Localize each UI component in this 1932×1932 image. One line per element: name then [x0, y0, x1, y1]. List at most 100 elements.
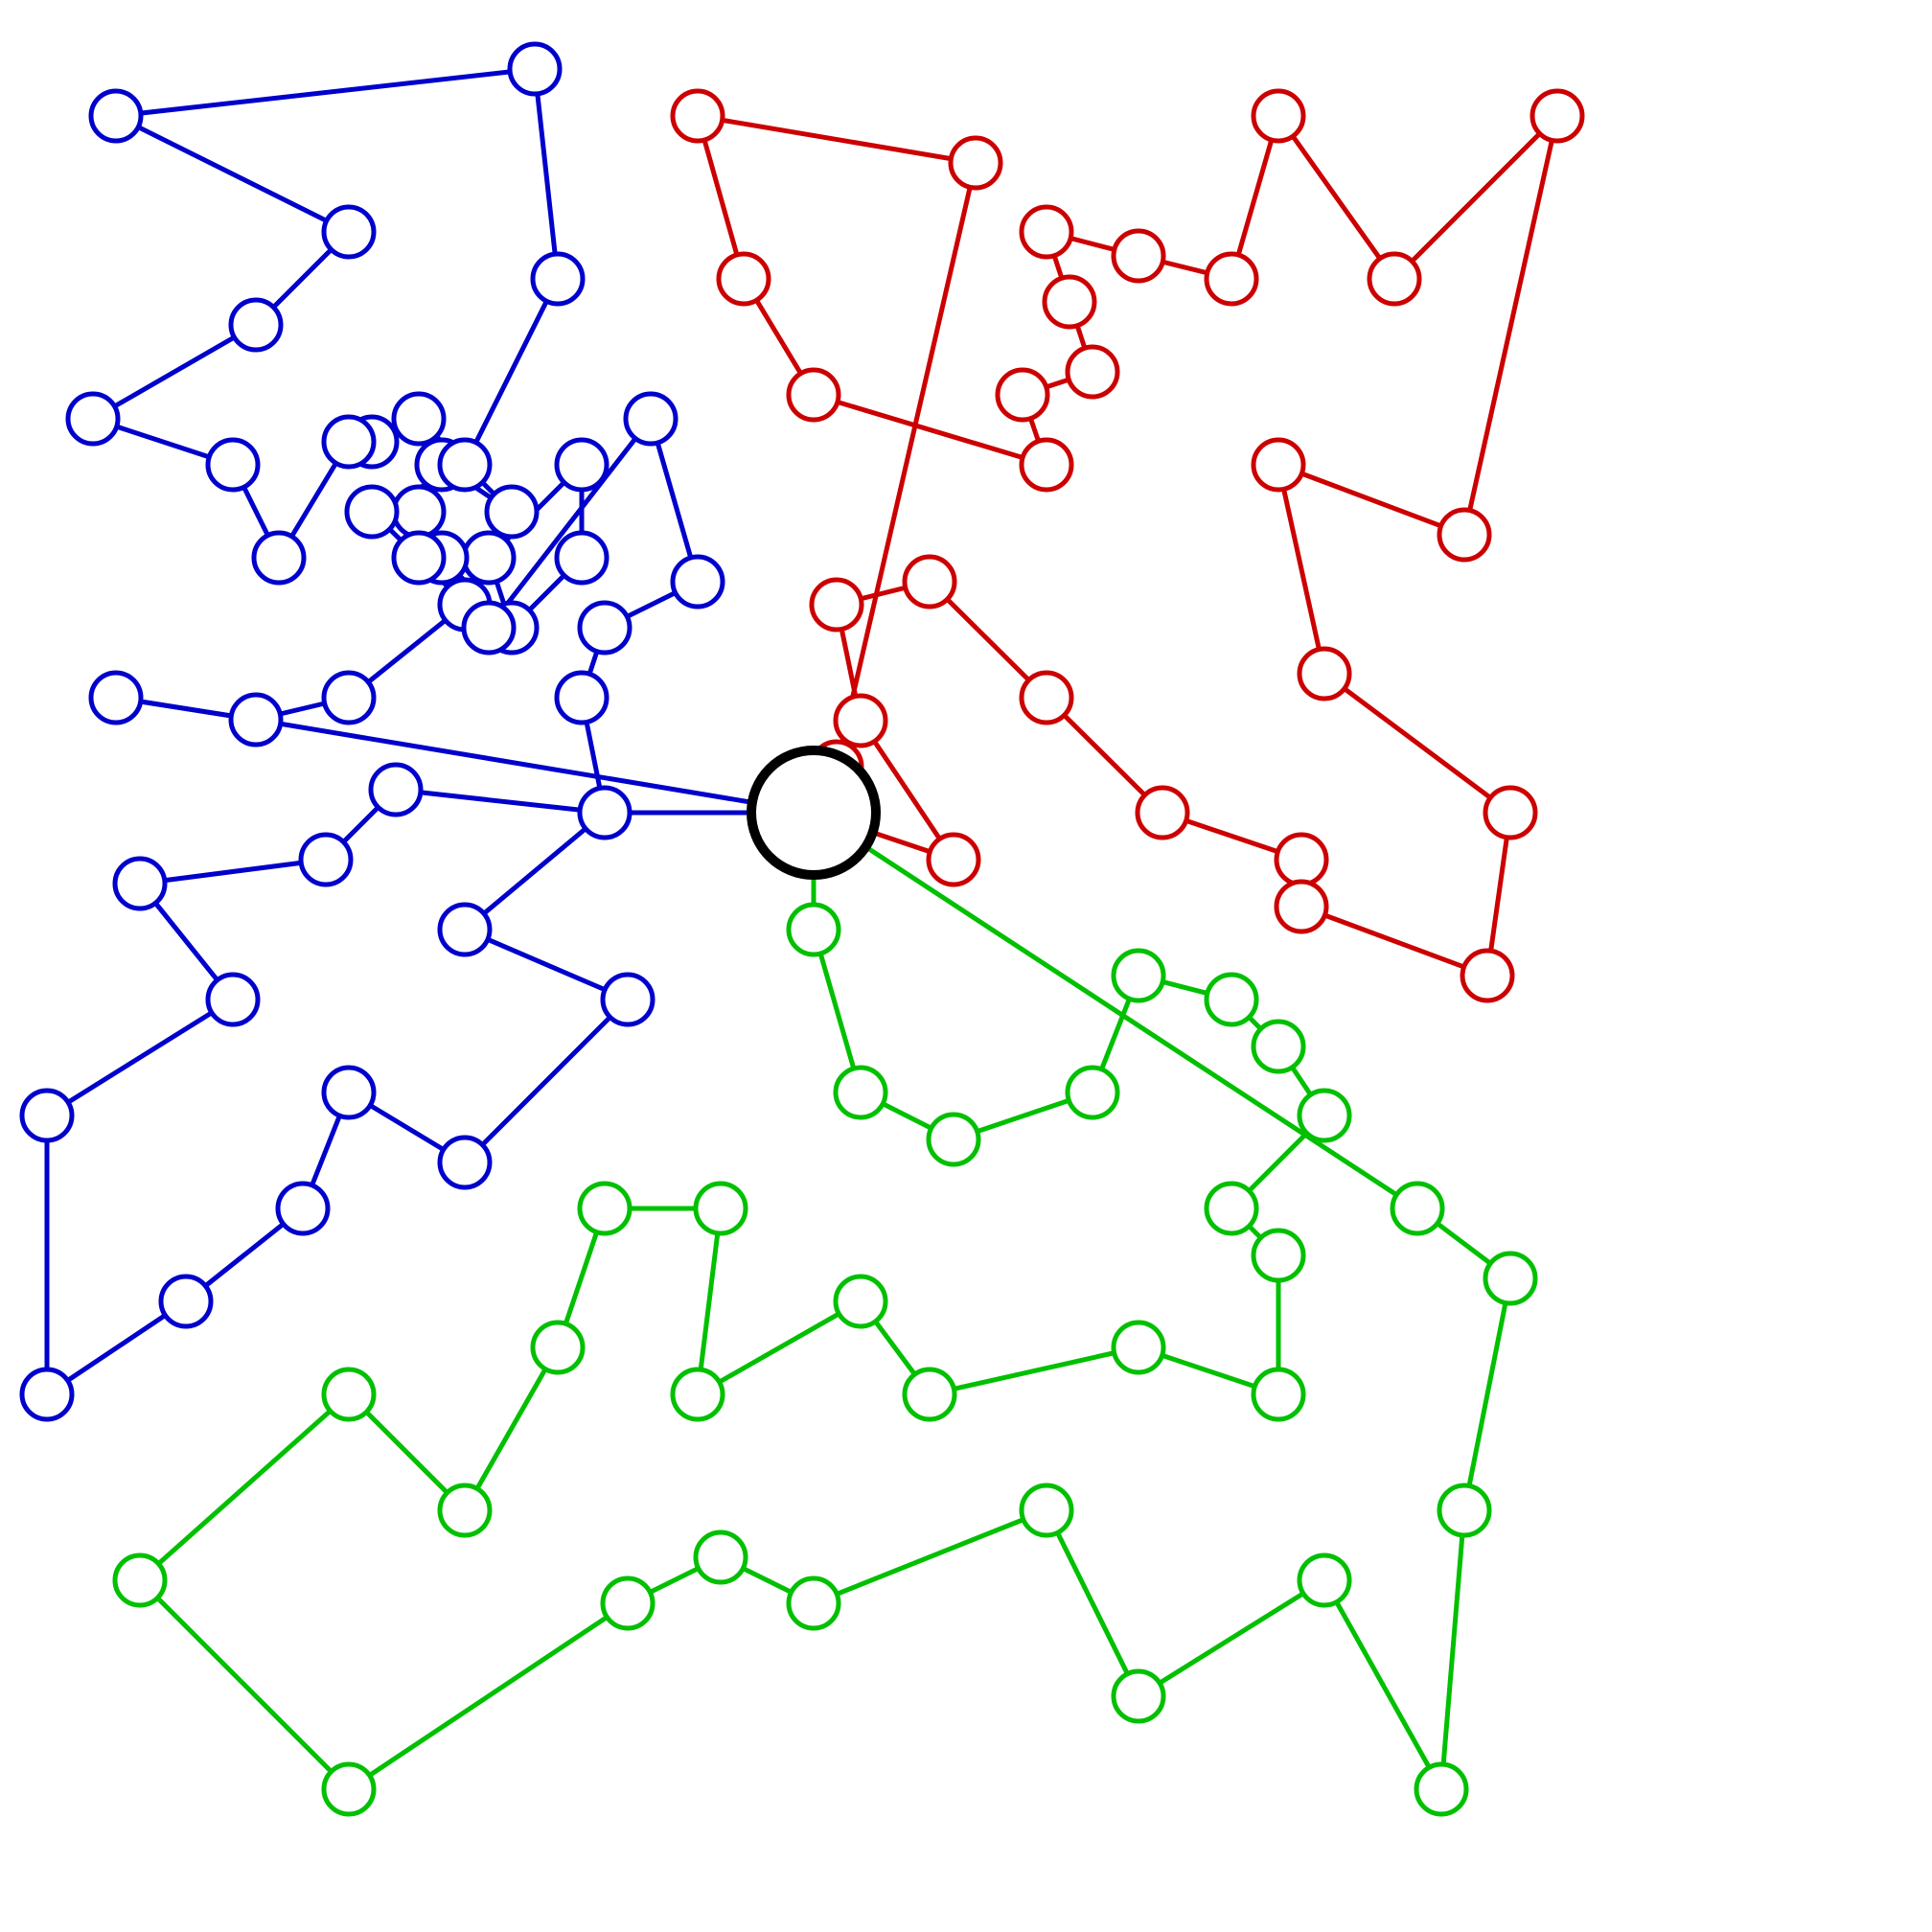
green-customer-node: [321, 1761, 377, 1817]
blue-customer-node: [275, 1181, 331, 1236]
blue-customer-node: [391, 391, 447, 447]
blue-customer-node: [437, 1135, 493, 1190]
green-customer-node: [1483, 1251, 1538, 1306]
blue-customer-node: [251, 530, 307, 586]
blue-customer-node: [577, 785, 632, 840]
nodes-layer: [19, 41, 1585, 1817]
depot-layer: [747, 746, 881, 880]
blue-customer-node: [228, 692, 284, 748]
red-customer-node: [902, 554, 957, 610]
blue-route-edge: [253, 717, 816, 816]
green-customer-node: [530, 1320, 586, 1375]
red-customer-node: [1251, 88, 1306, 144]
green-route-edge: [811, 810, 1420, 1211]
blue-customer-node: [530, 251, 586, 307]
blue-route-edge: [462, 997, 631, 1165]
red-customer-node: [1297, 646, 1352, 702]
blue-customer-node: [205, 972, 261, 1027]
red-route-edge: [834, 160, 978, 770]
green-route-edge: [1044, 1507, 1141, 1699]
red-customer-node: [786, 367, 841, 423]
green-customer-node: [833, 1065, 888, 1120]
red-customer-node: [1019, 437, 1074, 493]
red-customer-node: [1135, 785, 1190, 840]
green-route-edge: [927, 1345, 1141, 1397]
green-customer-node: [1297, 1552, 1352, 1608]
blue-customer-node: [112, 856, 168, 911]
red-route-edge: [1276, 462, 1327, 677]
blue-customer-node: [437, 437, 493, 493]
green-route-edge: [811, 927, 863, 1095]
green-customer-node: [670, 1367, 725, 1422]
blue-customer-node: [298, 832, 354, 887]
green-route-edge: [462, 1345, 561, 1513]
blue-customer-node: [19, 1088, 75, 1143]
blue-route-edge: [462, 927, 631, 1002]
blue-route-edge: [462, 810, 608, 932]
red-route-edge: [858, 718, 956, 862]
green-customer-node: [1204, 972, 1259, 1027]
green-customer-node: [1251, 1019, 1306, 1074]
blue-customer-node: [205, 437, 261, 493]
red-customer-node: [670, 88, 725, 144]
blue-customer-node: [19, 1367, 75, 1422]
green-customer-node: [1111, 1320, 1166, 1375]
blue-customer-node: [321, 204, 377, 260]
red-customer-node: [1065, 344, 1120, 400]
blue-route-edge: [648, 416, 701, 585]
red-customer-node: [1019, 670, 1074, 725]
red-customer-node: [1019, 204, 1074, 260]
green-customer-node: [1111, 1668, 1166, 1724]
red-customer-node: [926, 832, 981, 887]
green-route-edge: [137, 1577, 352, 1792]
green-customer-node: [1111, 948, 1166, 1003]
green-customer-node: [1297, 1088, 1352, 1143]
blue-customer-node: [88, 88, 144, 144]
red-route-edge: [1299, 904, 1490, 978]
red-route-edge: [695, 113, 747, 282]
green-customer-node: [1019, 1483, 1074, 1538]
red-customer-node: [833, 693, 888, 748]
blue-customer-node: [554, 670, 610, 725]
green-route-edge: [811, 1507, 1049, 1606]
red-route-edge: [1276, 113, 1397, 282]
green-route-edge: [1136, 1577, 1327, 1699]
green-customer-node: [1251, 1228, 1306, 1283]
green-customer-node: [902, 1367, 957, 1422]
green-route-edge: [1438, 1507, 1467, 1792]
green-customer-node: [1251, 1367, 1306, 1422]
blue-route-edge: [113, 113, 352, 235]
blue-customer-node: [368, 762, 424, 817]
blue-route-edge: [44, 997, 236, 1118]
red-route-edge: [1392, 113, 1560, 282]
red-customer-node: [1111, 228, 1166, 284]
green-customer-node: [437, 1483, 493, 1538]
red-customer-node: [1204, 251, 1259, 307]
green-customer-node: [786, 1576, 841, 1631]
red-route-edge: [811, 392, 1049, 468]
blue-customer-node: [437, 902, 493, 957]
blue-customer-node: [577, 600, 632, 656]
red-customer-node: [1483, 785, 1538, 840]
red-customer-node: [1367, 251, 1422, 307]
green-route-edge: [346, 1600, 631, 1792]
green-route-edge: [137, 1392, 352, 1583]
green-customer-node: [1390, 1181, 1445, 1236]
blue-route-edge: [90, 322, 259, 422]
red-customer-node: [1530, 88, 1585, 144]
red-customer-node: [1042, 274, 1097, 330]
green-customer-node: [321, 1367, 377, 1422]
green-customer-node: [926, 1112, 981, 1167]
green-customer-node: [786, 902, 841, 957]
blue-customer-node: [321, 670, 377, 725]
green-route-edge: [1461, 1276, 1513, 1513]
blue-customer-node: [344, 484, 400, 540]
red-route-edge: [927, 579, 1049, 701]
green-customer-node: [1437, 1483, 1492, 1538]
green-route-edge: [1322, 1577, 1444, 1792]
green-customer-node: [600, 1576, 656, 1631]
green-customer-node: [577, 1181, 632, 1236]
green-customer-node: [112, 1552, 168, 1608]
